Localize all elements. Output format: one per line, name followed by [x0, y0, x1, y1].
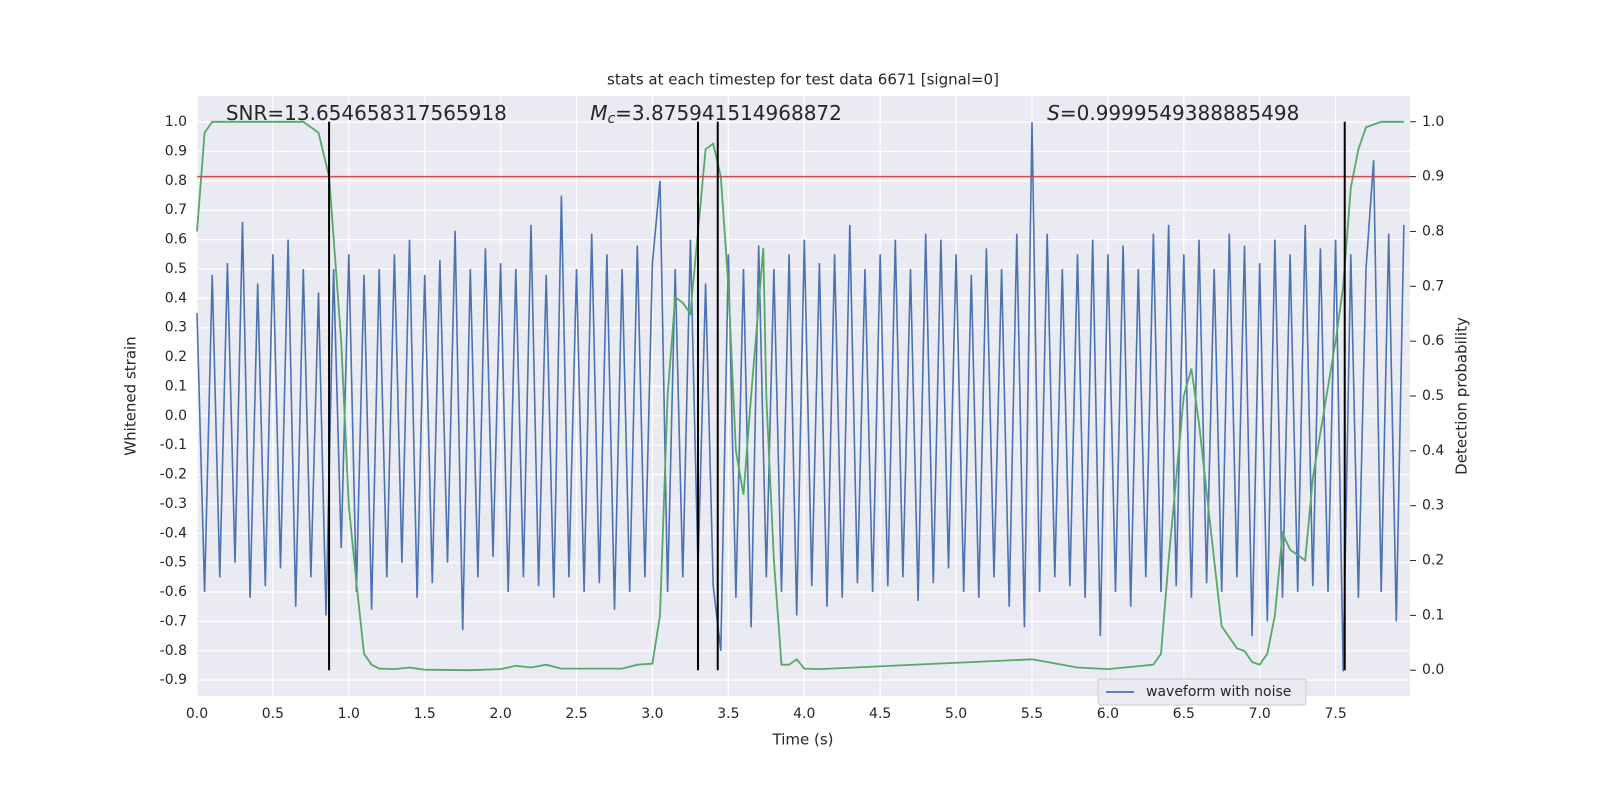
- y-tick-label: 0.9: [165, 144, 187, 160]
- y-tick-label: -0.6: [160, 584, 187, 600]
- y-tick-label: 0.4: [165, 290, 187, 306]
- legend-label: waveform with noise: [1146, 684, 1291, 700]
- annotation-symbol: M: [590, 101, 607, 125]
- y2-tick-label: 0.7: [1422, 278, 1444, 294]
- x-axis-label: Time (s): [772, 731, 834, 749]
- y-tick-label: -0.2: [160, 467, 187, 483]
- annotation: S=0.9999549388885498: [1047, 101, 1299, 125]
- y-tick-label: 0.2: [165, 349, 187, 365]
- annotation-subscript: c: [607, 111, 615, 127]
- y-tick-label: 0.6: [165, 232, 187, 248]
- y-tick-label: -0.1: [160, 437, 187, 453]
- y-tick-label: 0.0: [165, 408, 187, 424]
- y-tick-label: -0.4: [160, 525, 187, 541]
- y2-tick-label: 0.5: [1422, 388, 1444, 404]
- y2-axis-label: Detection probability: [1453, 317, 1471, 475]
- y-tick-label: -0.5: [160, 555, 187, 571]
- x-tick-label: 3.5: [717, 706, 739, 722]
- y-tick-label: 0.5: [165, 261, 187, 277]
- y-tick-label: -0.9: [160, 672, 187, 688]
- x-tick-label: 2.5: [565, 706, 587, 722]
- annotation-text: SNR=13.654658317565918: [226, 101, 507, 125]
- plot-area: [197, 96, 1410, 696]
- x-tick-label: 0.0: [186, 706, 208, 722]
- x-tick-label: 6.0: [1097, 706, 1119, 722]
- y-tick-label: -0.3: [160, 496, 187, 512]
- y2-tick-label: 0.2: [1422, 553, 1444, 569]
- x-tick-label: 6.5: [1173, 706, 1195, 722]
- legend-box: [1097, 678, 1307, 706]
- x-tick-label: 2.0: [489, 706, 511, 722]
- y2-tick-label: 0.3: [1422, 498, 1444, 514]
- annotation-text: =3.875941514968872: [615, 101, 842, 125]
- x-tick-label: 5.5: [1021, 706, 1043, 722]
- y-tick-label: -0.8: [160, 643, 187, 659]
- annotation: Mc=3.875941514968872: [590, 101, 842, 128]
- waveform-line: [196, 122, 1405, 672]
- x-tick-label: 7.5: [1324, 706, 1346, 722]
- x-tick-label: 3.0: [641, 706, 663, 722]
- y2-tick-label: 0.0: [1422, 662, 1444, 678]
- y-axis-label: Whitened strain: [122, 336, 140, 455]
- y2-tick-label: 0.9: [1422, 169, 1444, 185]
- y-tick-label: 0.3: [165, 320, 187, 336]
- annotation-text: =0.9999549388885498: [1060, 101, 1299, 125]
- x-tick-label: 4.5: [869, 706, 891, 722]
- probability-line: [196, 120, 1404, 672]
- annotation: SNR=13.654658317565918: [226, 101, 507, 125]
- y2-tick-label: 0.6: [1422, 333, 1444, 349]
- y-tick-label: 0.8: [165, 173, 187, 189]
- x-tick-label: 0.5: [262, 706, 284, 722]
- y-tick-label: 0.1: [165, 378, 187, 394]
- x-tick-label: 4.0: [793, 706, 815, 722]
- y2-tick-label: 0.4: [1422, 443, 1444, 459]
- x-tick-label: 1.0: [338, 706, 360, 722]
- y2-tick-label: 0.8: [1422, 223, 1444, 239]
- x-tick-label: 1.5: [414, 706, 436, 722]
- y-tick-label: 1.0: [165, 114, 187, 130]
- y2-tick-label: 0.1: [1422, 607, 1444, 623]
- annotation-symbol: S: [1047, 101, 1060, 125]
- y-tick-label: 0.7: [165, 202, 187, 218]
- chart-title: stats at each timestep for test data 667…: [607, 71, 999, 89]
- x-tick-label: 5.0: [945, 706, 967, 722]
- x-tick-label: 7.0: [1249, 706, 1271, 722]
- y-tick-label: -0.7: [160, 613, 187, 629]
- y2-tick-label: 1.0: [1422, 114, 1444, 130]
